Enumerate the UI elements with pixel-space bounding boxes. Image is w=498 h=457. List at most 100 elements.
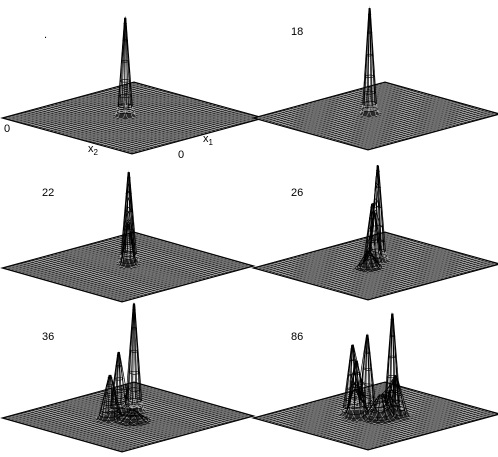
peak-spike: [119, 351, 128, 396]
mesh-line: [100, 409, 233, 447]
mesh-line: [338, 244, 454, 277]
peak-spike: [107, 375, 111, 419]
mesh-line: [317, 99, 450, 137]
mesh-line: [340, 106, 473, 143]
surface-panel-2: [251, 6, 498, 151]
peak-spike: [133, 409, 149, 420]
peak-spike: [122, 225, 129, 264]
mesh-line: [353, 240, 469, 273]
mesh-line: [357, 110, 490, 148]
peak-spike: [369, 8, 372, 103]
mesh-line: [86, 405, 219, 443]
mesh-line: [369, 235, 485, 269]
mesh-line: [102, 390, 223, 425]
peak-contour: [121, 413, 144, 421]
mesh-line: [354, 259, 487, 297]
peak-spike: [378, 165, 385, 253]
mesh-line: [351, 109, 484, 146]
peak-spike: [125, 17, 129, 109]
mesh-line: [334, 95, 450, 129]
mesh-line: [344, 257, 477, 294]
mesh-line: [337, 105, 470, 142]
panel-6-label: 86: [291, 331, 304, 343]
mesh-line: [310, 97, 443, 135]
surface-panel-5: [0, 302, 256, 453]
peak-spike: [132, 303, 135, 404]
mesh-line: [330, 403, 463, 440]
mesh-line: [330, 171, 446, 280]
mesh-line: [82, 103, 215, 141]
peak-spike: [128, 172, 136, 256]
mesh-line: [93, 107, 226, 144]
axis-x1-label: x1: [203, 133, 213, 147]
peak-spike: [385, 375, 396, 406]
mesh-line: [381, 82, 497, 116]
mesh-line: [322, 379, 438, 432]
peak-spike: [101, 375, 110, 418]
mesh-line: [79, 253, 212, 291]
surface-panel-4: [251, 165, 498, 301]
mesh-line: [118, 264, 251, 302]
peak-spike: [363, 250, 369, 263]
mesh-line: [87, 94, 218, 131]
mesh-line: [111, 412, 244, 450]
mesh-line: [74, 101, 207, 139]
mesh-line: [122, 234, 243, 270]
mesh-line: [118, 385, 239, 421]
mesh-line: [79, 403, 212, 441]
peak-spike: [347, 360, 356, 410]
mesh-line: [357, 89, 473, 122]
peak-spike: [353, 360, 357, 416]
mesh-line: [83, 254, 216, 292]
mesh-line: [346, 92, 462, 125]
mesh-line: [122, 384, 243, 420]
mesh-line: [89, 106, 222, 143]
mesh-line: [83, 245, 204, 281]
mesh-line: [70, 100, 203, 138]
mesh-line: [354, 109, 487, 147]
peak-spike: [381, 379, 397, 395]
mesh-line: [330, 103, 463, 140]
mesh-line: [326, 197, 442, 281]
peak-spike: [133, 409, 147, 423]
panel-4-label: 26: [291, 187, 304, 199]
mesh-line: [357, 410, 490, 448]
mesh-line: [93, 407, 226, 445]
peak-spike: [132, 408, 136, 416]
mesh-line: [79, 227, 200, 282]
mesh-line: [373, 84, 489, 118]
mesh-line: [357, 239, 473, 272]
mesh-line: [320, 100, 453, 138]
mesh-line: [326, 97, 442, 131]
mesh-line: [364, 262, 497, 300]
peak-spike: [121, 224, 129, 259]
panel-1-dot: .: [44, 29, 48, 41]
peak-spike: [133, 303, 136, 400]
peak-spike: [363, 334, 368, 404]
mesh-line: [75, 97, 206, 135]
peak-spike: [374, 165, 378, 251]
mesh-line: [337, 255, 470, 292]
peak-contour: [114, 396, 151, 426]
mesh-line: [323, 251, 457, 289]
mesh-line: [330, 253, 463, 290]
mesh-line: [361, 388, 477, 421]
peak-spike: [109, 374, 113, 413]
peak-spike: [125, 223, 129, 226]
mesh-line: [83, 95, 214, 133]
peak-contour: [119, 413, 146, 423]
mesh-line: [65, 249, 198, 287]
mesh-line: [114, 413, 247, 451]
peak-spike: [128, 225, 135, 263]
axis-origin-right: 0: [178, 149, 185, 161]
mesh-line: [322, 205, 438, 282]
mesh-line: [91, 243, 212, 278]
peak-spike: [352, 360, 357, 385]
mesh-line: [104, 410, 237, 448]
panel-3-label: 22: [42, 187, 55, 199]
mesh-line: [334, 254, 467, 291]
mesh-line: [334, 404, 467, 441]
mesh-line: [86, 105, 219, 142]
peak-contour: [362, 378, 399, 423]
mesh-line: [130, 82, 261, 120]
